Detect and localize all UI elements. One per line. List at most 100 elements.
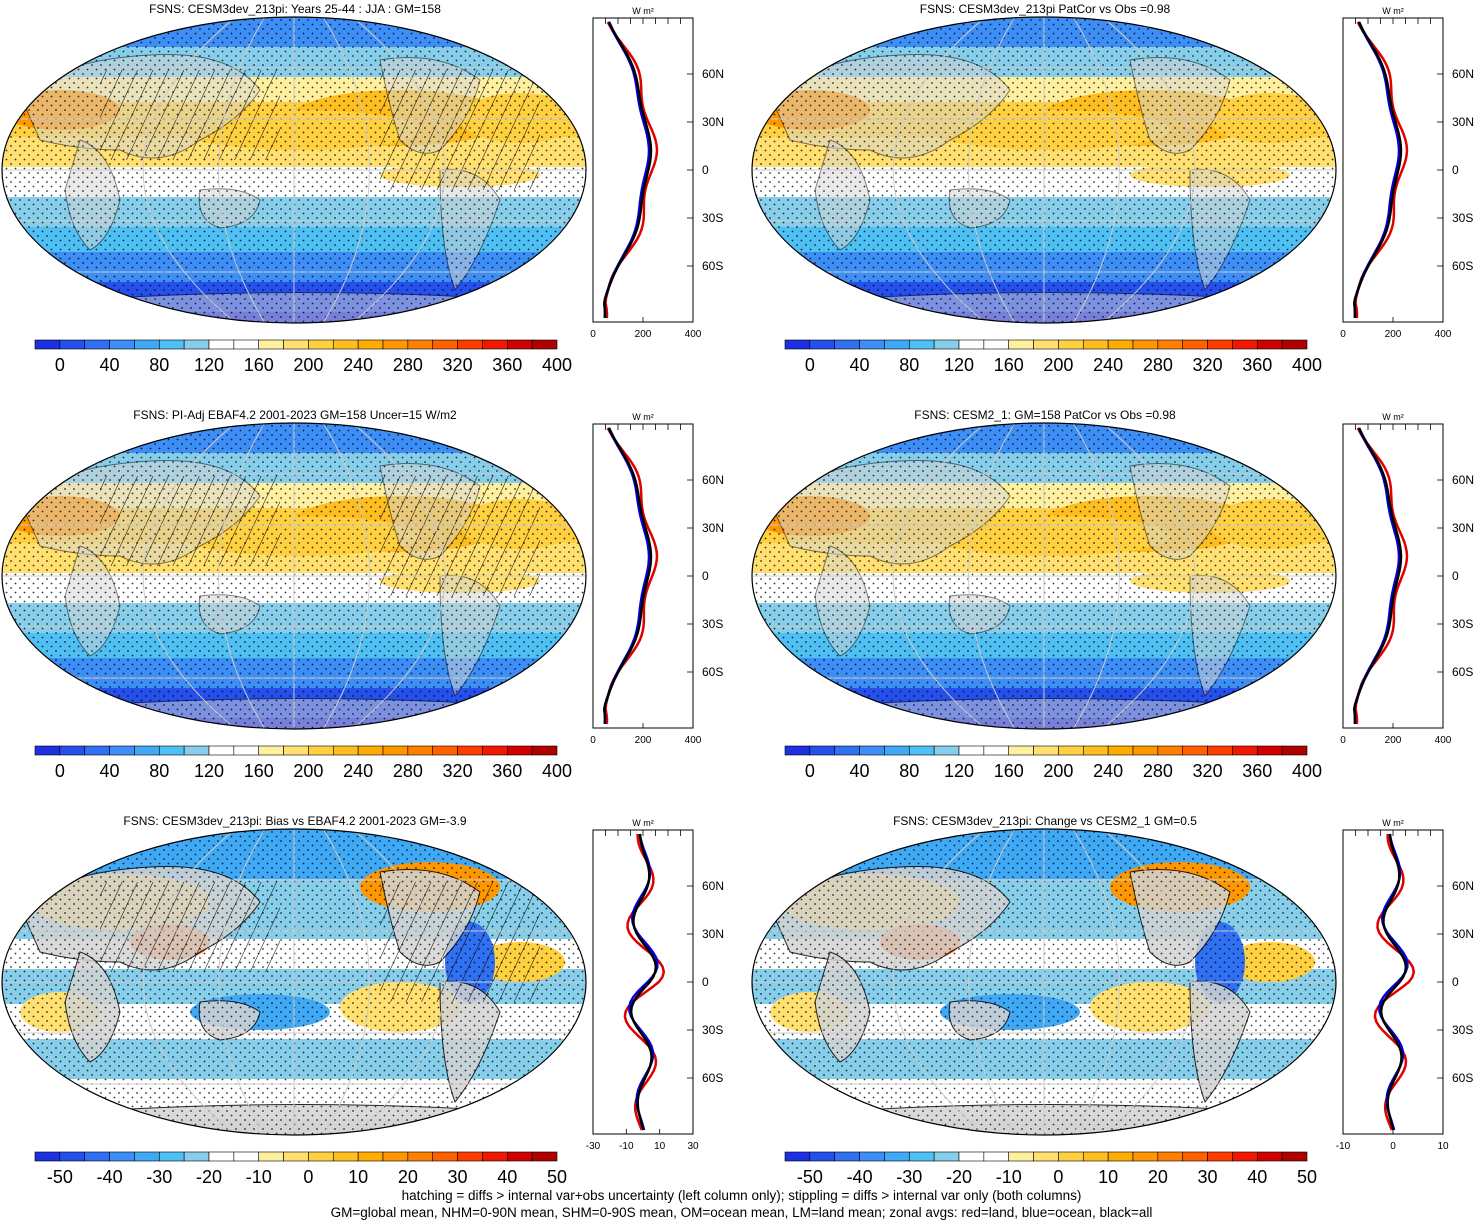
colorbar-tick-label: 50 [547, 1167, 567, 1187]
colorbar-segment [332, 745, 359, 756]
zonal-lat-label: 30N [702, 115, 724, 129]
colorbar-tick-label: -40 [847, 1167, 873, 1187]
colorbar-segment [1033, 1151, 1059, 1162]
zonal-line-ocean [603, 21, 651, 319]
colorbar-segment [84, 745, 110, 756]
colorbar-segment [784, 339, 811, 350]
colorbar-segment [1107, 1151, 1134, 1162]
map-outline [751, 828, 1337, 1136]
colorbar-segment [1107, 339, 1134, 350]
map [2, 423, 586, 729]
colorbar-segment [134, 1151, 160, 1162]
colorbar-segment [784, 1151, 811, 1162]
colorbar-segment [1281, 1151, 1308, 1162]
zonal-frame [592, 17, 694, 323]
colorbar-segment [233, 745, 260, 756]
zonal-units: W m² [1382, 412, 1404, 422]
colorbar-segment [1058, 745, 1084, 756]
colorbar-segment [933, 339, 960, 350]
zonal-x-label: 0 [1340, 329, 1346, 340]
colorbar-tick-label: 360 [1242, 355, 1272, 375]
colorbar-segment [1157, 1151, 1184, 1162]
zonal-x-label: 200 [635, 329, 652, 340]
colorbar-segment [34, 745, 61, 756]
colorbar-tick-label: -30 [146, 1167, 172, 1187]
zonal-units: W m² [632, 6, 654, 16]
colorbar-tick-label: -10 [246, 1167, 272, 1187]
colorbar-segment [258, 745, 284, 756]
colorbar-tick-label: -50 [797, 1167, 823, 1187]
map-title: FSNS: CESM3dev_213pi: Change vs CESM2_1 … [893, 814, 1197, 828]
colorbar-segment [84, 1151, 110, 1162]
colorbar-tick-label: 40 [100, 355, 120, 375]
zonal-lat-label: 30S [702, 617, 723, 631]
colorbar-segment [183, 339, 210, 350]
map [752, 423, 1336, 729]
colorbar-segment [382, 745, 409, 756]
colorbar-segment [158, 1151, 185, 1162]
zonal-x-label: 0 [1340, 735, 1346, 746]
colorbar-tick-label: 200 [293, 355, 323, 375]
colorbar-segment [208, 745, 235, 756]
map-outline [1, 828, 587, 1136]
colorbar-segment [908, 745, 935, 756]
colorbar-segment [183, 1151, 210, 1162]
colorbar-segment [958, 339, 985, 350]
colorbar-tick-label: 160 [994, 761, 1024, 781]
colorbar-segment [1008, 745, 1034, 756]
zonal-x-label: -30 [586, 1141, 601, 1152]
zonal-x-label: 400 [685, 329, 702, 340]
colorbar-segment [958, 745, 985, 756]
colorbar-tick-label: 280 [393, 761, 423, 781]
colorbar-segment [482, 745, 508, 756]
colorbar-segment [432, 1151, 458, 1162]
colorbar-segment [859, 339, 885, 350]
zonal-line-ocean [1353, 427, 1401, 725]
zonal-x-label: -10 [619, 1141, 634, 1152]
zonal-lat-label: 30N [1452, 521, 1474, 535]
colorbar-tick-label: 0 [805, 355, 815, 375]
colorbar-tick-label: 80 [149, 355, 169, 375]
colorbar-segment [1232, 745, 1258, 756]
panel-graphics: 0 40 80 120 160 200 240 280 320 360 400 W m² 60N 30N 0… [751, 6, 1474, 375]
colorbar-tick-label: 40 [497, 1167, 517, 1187]
colorbar-segment [1182, 745, 1208, 756]
zonal-line-all [1353, 21, 1403, 319]
colorbar-segment [283, 745, 309, 756]
colorbar-segment [1008, 339, 1034, 350]
colorbar-tick-label: 400 [542, 355, 572, 375]
colorbar-tick-label: -30 [896, 1167, 922, 1187]
colorbar-segment [432, 745, 458, 756]
colorbar-tick-label: 80 [899, 761, 919, 781]
zonal-lat-label: 30S [1452, 1023, 1473, 1037]
colorbar-segment [834, 745, 860, 756]
colorbar-segment [1157, 745, 1184, 756]
colorbar-tick-label: 320 [1193, 355, 1223, 375]
zonal-line-all [1379, 833, 1408, 1131]
panel-graphics: -50 -40 -30 -20 -10 0 10 20 30 40 50 W m² 60N 30N 0 30S… [751, 818, 1474, 1187]
colorbar-segment [407, 339, 434, 350]
zonal-frame [592, 423, 694, 729]
zonal-x-label: 400 [1435, 329, 1452, 340]
colorbar-tick-label: 40 [850, 355, 870, 375]
panel-graphics: 0 40 80 120 160 200 240 280 320 360 400 W m² 60N 30N 0… [1, 412, 724, 781]
colorbar-segment [382, 339, 409, 350]
colorbar-segment [258, 339, 284, 350]
colorbar-segment [233, 339, 260, 350]
colorbar-tick-label: 320 [443, 355, 473, 375]
zonal-x-label: 30 [687, 1141, 699, 1152]
colorbar-tick-label: 0 [55, 355, 65, 375]
colorbar-segment [109, 339, 135, 350]
colorbar-segment [34, 1151, 61, 1162]
map-title: FSNS: PI-Adj EBAF4.2 2001-2023 GM=158 Un… [133, 408, 457, 422]
colorbar-segment [308, 1151, 334, 1162]
colorbar-tick-label: 240 [343, 761, 373, 781]
zonal-line-all [603, 21, 653, 319]
colorbar-segment [983, 1151, 1010, 1162]
colorbar-segment [34, 339, 61, 350]
zonal-line-all [603, 427, 653, 725]
colorbar-tick-label: 0 [303, 1167, 313, 1187]
colorbar-segment [59, 339, 86, 350]
colorbar-tick-label: -20 [946, 1167, 972, 1187]
colorbar-tick-label: 160 [994, 355, 1024, 375]
